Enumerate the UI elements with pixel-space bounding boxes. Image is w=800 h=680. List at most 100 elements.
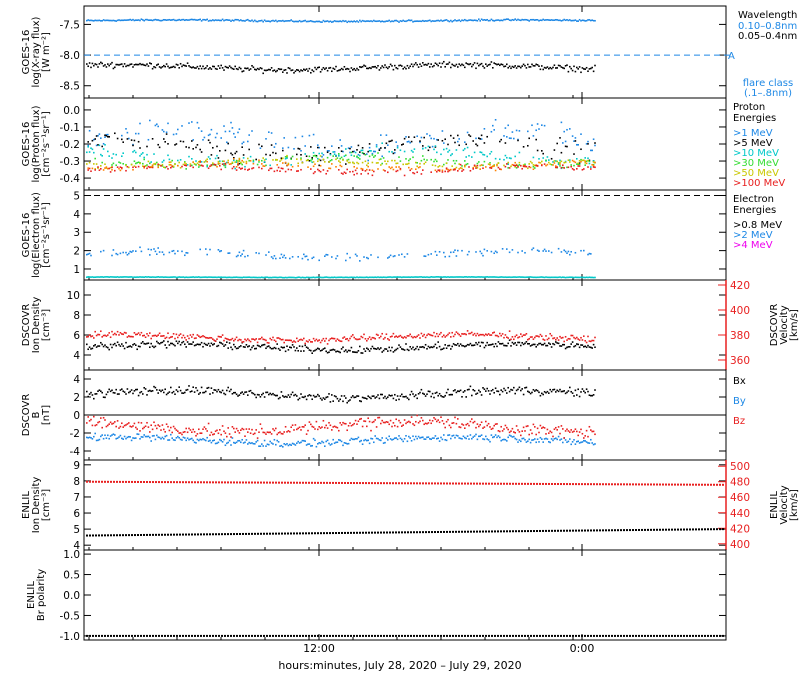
- point-dscovr_plasma-0: [282, 346, 284, 349]
- point-xray-1: [206, 65, 208, 67]
- point-dscovr_mag-2: [585, 429, 588, 432]
- point-dscovr_mag-1: [338, 439, 340, 441]
- point-electron-1: [158, 276, 161, 278]
- point-dscovr_plasma-0: [273, 346, 276, 349]
- point-dscovr_mag-2: [210, 431, 213, 434]
- point-dscovr_mag-2: [368, 420, 371, 423]
- point-electron-0: [483, 248, 486, 251]
- point-electron-1: [413, 276, 416, 278]
- point-electron-0: [86, 253, 88, 256]
- point-proton-3: [133, 160, 136, 163]
- point-enlil_polarity-0: [305, 634, 307, 637]
- point-dscovr_plasma-1: [347, 339, 350, 342]
- point-electron-1: [228, 276, 231, 279]
- point-proton-1: [234, 152, 236, 155]
- point-xray-1: [389, 63, 392, 66]
- point-dscovr_mag-0: [88, 393, 91, 395]
- point-dscovr_mag-1: [163, 437, 165, 440]
- point-dscovr_mag-2: [179, 432, 182, 434]
- point-dscovr_plasma-1: [417, 334, 420, 336]
- point-proton-5: [559, 163, 561, 165]
- point-dscovr_plasma-0: [375, 348, 378, 350]
- point-dscovr_plasma-1: [298, 339, 301, 341]
- point-dscovr_mag-2: [308, 421, 311, 423]
- point-xray-0: [438, 20, 441, 22]
- point-xray-0: [417, 20, 420, 23]
- point-xray-0: [548, 19, 550, 21]
- point-enlil_plasma-0: [431, 482, 433, 485]
- point-dscovr_plasma-1: [583, 335, 585, 337]
- point-dscovr_mag-0: [179, 389, 182, 392]
- point-electron-0: [501, 248, 504, 250]
- point-proton-2: [451, 153, 453, 155]
- point-dscovr_plasma-0: [517, 341, 519, 344]
- point-xray-0: [552, 19, 554, 22]
- point-dscovr_mag-1: [419, 437, 421, 439]
- point-enlil_plasma-1: [359, 531, 361, 534]
- point-xray-0: [490, 18, 493, 21]
- point-dscovr_mag-0: [504, 389, 507, 392]
- point-dscovr_mag-2: [98, 420, 101, 423]
- point-proton-4: [338, 160, 340, 162]
- point-electron-1: [384, 276, 386, 279]
- point-dscovr_mag-1: [301, 439, 304, 442]
- point-proton-2: [234, 167, 236, 170]
- point-xray-0: [325, 20, 327, 23]
- point-proton-6: [576, 167, 578, 170]
- point-enlil_plasma-0: [119, 480, 121, 483]
- point-electron-1: [137, 276, 140, 278]
- point-electron-0: [272, 257, 274, 260]
- point-electron-0: [280, 253, 283, 256]
- point-proton-6: [170, 166, 172, 169]
- point-dscovr_plasma-0: [283, 346, 285, 349]
- point-dscovr_mag-2: [104, 419, 106, 421]
- point-enlil_polarity-0: [461, 634, 463, 637]
- point-dscovr_mag-2: [542, 426, 544, 429]
- point-dscovr_mag-0: [528, 391, 530, 394]
- point-proton-4: [130, 163, 133, 166]
- point-enlil_plasma-1: [485, 530, 487, 533]
- point-dscovr_mag-2: [433, 416, 435, 419]
- point-xray-1: [137, 63, 140, 66]
- point-dscovr_mag-1: [371, 437, 374, 440]
- point-dscovr_plasma-0: [458, 345, 460, 347]
- point-dscovr_plasma-1: [406, 335, 409, 337]
- point-dscovr_mag-2: [564, 430, 567, 432]
- point-dscovr_mag-0: [333, 395, 336, 397]
- point-electron-1: [583, 276, 585, 279]
- point-proton-2: [195, 160, 197, 162]
- point-dscovr_plasma-1: [440, 331, 442, 334]
- point-dscovr_plasma-1: [485, 333, 487, 336]
- point-xray-1: [312, 70, 315, 73]
- point-proton-6: [137, 165, 140, 168]
- point-electron-0: [406, 253, 409, 255]
- point-electron-1: [478, 276, 480, 278]
- point-proton-6: [592, 166, 595, 168]
- point-dscovr_mag-1: [255, 441, 257, 443]
- point-electron-1: [347, 276, 350, 279]
- point-dscovr_plasma-1: [385, 333, 388, 336]
- point-enlil_plasma-0: [650, 483, 652, 486]
- point-dscovr_plasma-1: [517, 336, 519, 339]
- point-dscovr_mag-2: [185, 427, 187, 430]
- point-dscovr_plasma-0: [388, 346, 390, 349]
- point-proton-0: [475, 137, 477, 140]
- point-dscovr_mag-0: [277, 397, 280, 400]
- point-electron-0: [560, 251, 563, 253]
- point-enlil_plasma-0: [590, 483, 592, 486]
- point-proton-1: [345, 163, 347, 165]
- point-proton-6: [490, 167, 493, 169]
- point-proton-4: [301, 161, 304, 164]
- point-dscovr_plasma-0: [269, 346, 271, 349]
- point-dscovr_mag-1: [422, 436, 424, 439]
- point-dscovr_mag-2: [538, 431, 540, 434]
- point-dscovr_mag-1: [230, 444, 232, 446]
- point-dscovr_plasma-0: [119, 345, 122, 347]
- point-enlil_plasma-0: [671, 483, 673, 486]
- point-proton-0: [268, 131, 270, 133]
- point-xray-1: [436, 63, 438, 66]
- point-dscovr_mag-0: [398, 398, 400, 401]
- point-enlil_polarity-0: [353, 634, 355, 637]
- point-enlil_plasma-0: [512, 482, 514, 485]
- point-proton-6: [132, 166, 134, 169]
